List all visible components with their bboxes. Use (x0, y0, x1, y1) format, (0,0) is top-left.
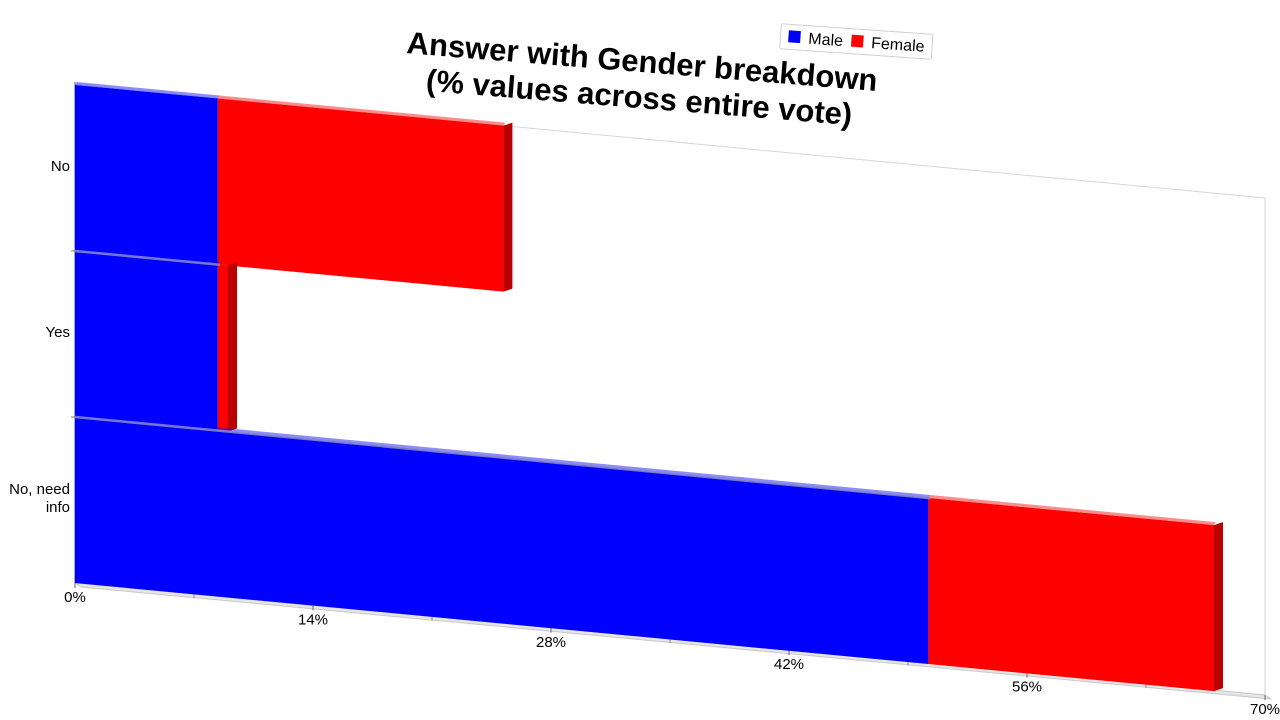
bar-face (217, 264, 228, 432)
bars (74, 82, 1223, 692)
bar-top-face (75, 82, 220, 99)
bar-band-edge (74, 415, 931, 500)
bar-band-edge (74, 249, 220, 266)
bar-top-face (217, 261, 230, 266)
category-label-line: No, need (9, 481, 70, 498)
bar-top-face (928, 495, 1216, 526)
x-tick-label: 0% (64, 589, 86, 606)
category-label: No (51, 158, 70, 175)
bar-female-no (217, 95, 513, 292)
x-axis: 0% 14% 28% 42% 56% 70% (64, 583, 1280, 718)
x-tick-label: 28% (536, 634, 566, 651)
bar-side-face (503, 122, 513, 292)
legend-swatch-male (788, 30, 801, 44)
x-tick-label: 56% (1012, 679, 1042, 696)
bar-face (75, 85, 218, 265)
legend-label-female: Female (871, 35, 926, 56)
bar-face (75, 251, 218, 431)
bar-face (217, 98, 504, 292)
bar-face (928, 498, 1214, 692)
category-label-line: info (46, 499, 70, 516)
x-tick-label: 42% (774, 656, 804, 673)
legend-label-male: Male (808, 31, 844, 50)
bar-female-no-need-info (928, 495, 1223, 692)
category-label-line: Yes (46, 324, 70, 341)
category-label: Yes (46, 324, 70, 341)
legend-swatch-female (850, 34, 864, 48)
bar-male-no (75, 82, 220, 265)
bar-female-yes (217, 261, 237, 432)
bar-male-yes (75, 248, 220, 431)
legend: Male Female (779, 23, 934, 60)
bar-top-face (217, 95, 506, 126)
x-tick-label: 70% (1250, 701, 1280, 718)
x-tick-label: 14% (298, 611, 328, 628)
category-label-line: No (51, 158, 70, 175)
bar-side-face (1214, 522, 1223, 692)
bar-side-face (228, 262, 237, 432)
